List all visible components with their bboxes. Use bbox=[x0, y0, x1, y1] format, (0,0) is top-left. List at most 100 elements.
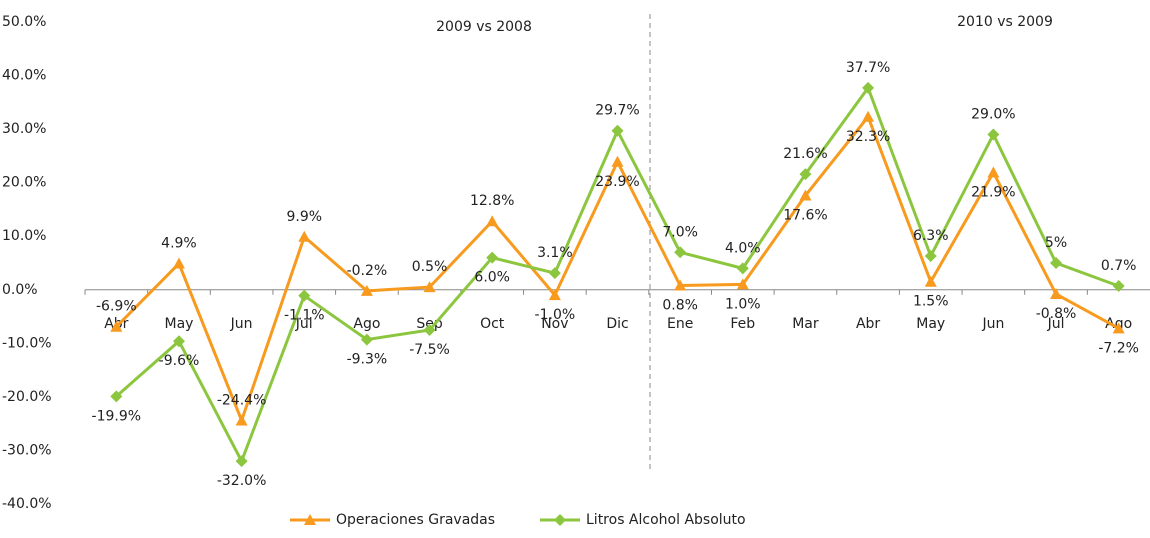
marker bbox=[298, 230, 311, 242]
marker bbox=[987, 166, 1000, 178]
series-line bbox=[115, 84, 1120, 465]
marker bbox=[987, 128, 1000, 141]
data-label: 0.5% bbox=[412, 259, 448, 275]
data-label: 9.9% bbox=[286, 209, 322, 225]
x-tick-label: Jun bbox=[230, 316, 253, 332]
marker bbox=[172, 257, 185, 269]
data-label: -1.1% bbox=[284, 308, 325, 324]
data-label: 1.0% bbox=[725, 296, 761, 312]
marker bbox=[799, 189, 812, 201]
data-label: 29.7% bbox=[595, 103, 639, 119]
marker bbox=[924, 250, 937, 263]
x-tick-label: Abr bbox=[856, 316, 880, 332]
data-label: -0.2% bbox=[347, 263, 388, 279]
data-label: 0.8% bbox=[662, 297, 698, 313]
data-label: 29.0% bbox=[971, 106, 1015, 122]
data-label: 4.9% bbox=[161, 236, 197, 252]
marker bbox=[298, 289, 311, 302]
x-tick-label: Ene bbox=[667, 316, 693, 332]
marker bbox=[110, 390, 123, 403]
y-tick-label: -30.0% bbox=[2, 442, 52, 458]
x-tick-label: Oct bbox=[480, 316, 505, 332]
marker bbox=[924, 275, 937, 287]
y-tick-label: 40.0% bbox=[2, 68, 46, 84]
data-label: -7.5% bbox=[409, 342, 450, 358]
y-tick-label: -40.0% bbox=[2, 496, 52, 512]
marker bbox=[423, 323, 436, 336]
data-label: 4.0% bbox=[725, 240, 761, 256]
marker bbox=[486, 215, 499, 227]
marker bbox=[548, 289, 561, 301]
data-label: 7.0% bbox=[662, 224, 698, 240]
marker bbox=[862, 110, 875, 122]
marker bbox=[304, 514, 316, 525]
data-label: 23.9% bbox=[595, 174, 639, 190]
legend-label: Litros Alcohol Absoluto bbox=[586, 512, 746, 528]
y-tick-label: -10.0% bbox=[2, 335, 52, 351]
marker bbox=[235, 414, 248, 426]
data-label: 21.6% bbox=[783, 146, 827, 162]
marker bbox=[736, 278, 749, 290]
data-label: -19.9% bbox=[92, 408, 142, 424]
x-tick-label: Mar bbox=[792, 316, 819, 332]
marker bbox=[611, 155, 624, 167]
data-label: 3.1% bbox=[537, 245, 573, 261]
data-label: 5% bbox=[1045, 235, 1067, 251]
data-label: -9.3% bbox=[347, 352, 388, 368]
data-label: 1.5% bbox=[913, 294, 949, 310]
marker bbox=[360, 284, 373, 296]
data-label: 0.7% bbox=[1101, 258, 1137, 274]
marker bbox=[1050, 257, 1063, 269]
marker bbox=[423, 281, 436, 293]
data-label: -32.0% bbox=[217, 473, 267, 489]
y-tick-label: 20.0% bbox=[2, 175, 46, 191]
x-tick-label: Feb bbox=[730, 316, 755, 332]
marker bbox=[554, 514, 566, 526]
y-tick-label: -20.0% bbox=[2, 389, 52, 405]
marker bbox=[110, 320, 123, 332]
marker bbox=[799, 168, 812, 181]
data-label: 17.6% bbox=[783, 208, 827, 224]
marker bbox=[235, 455, 248, 468]
y-tick-label: 50.0% bbox=[2, 14, 46, 30]
annotation: 2009 vs 2008 bbox=[436, 19, 532, 35]
marker bbox=[736, 262, 749, 275]
y-tick-label: 30.0% bbox=[2, 121, 46, 137]
data-label: -9.6% bbox=[159, 353, 200, 369]
y-tick-label: 0.0% bbox=[2, 282, 38, 298]
marker bbox=[1112, 280, 1125, 293]
marker bbox=[1050, 288, 1063, 300]
data-label: -24.4% bbox=[217, 392, 267, 408]
x-tick-label: Jul bbox=[1047, 316, 1065, 332]
x-tick-label: Sep bbox=[416, 316, 443, 332]
marker bbox=[674, 246, 687, 259]
marker bbox=[1112, 322, 1125, 334]
marker bbox=[360, 333, 373, 346]
data-label: 6.3% bbox=[913, 228, 949, 244]
data-label: 37.7% bbox=[846, 60, 890, 76]
data-label: -0.8% bbox=[1036, 306, 1077, 322]
marker bbox=[486, 251, 499, 264]
data-label: 32.3% bbox=[846, 129, 890, 145]
data-label: -1.0% bbox=[535, 307, 576, 323]
x-tick-label: May bbox=[164, 316, 193, 332]
x-tick-label: Dic bbox=[606, 316, 628, 332]
marker bbox=[172, 335, 185, 348]
x-tick-label: Jul bbox=[295, 316, 313, 332]
data-label: 21.9% bbox=[971, 184, 1015, 200]
data-label: -7.2% bbox=[1098, 340, 1139, 356]
y-tick-label: 10.0% bbox=[2, 228, 46, 244]
marker bbox=[611, 124, 624, 137]
x-tick-label: Jun bbox=[981, 316, 1004, 332]
data-label: 6.0% bbox=[474, 270, 510, 286]
data-label: 12.8% bbox=[470, 193, 514, 209]
x-tick-label: Nov bbox=[541, 316, 568, 332]
x-tick-label: Ago bbox=[353, 316, 380, 332]
marker bbox=[674, 279, 687, 291]
marker bbox=[548, 267, 561, 280]
legend-label: Operaciones Gravadas bbox=[336, 512, 495, 528]
data-label: -6.9% bbox=[96, 299, 137, 315]
x-tick-label: May bbox=[916, 316, 945, 332]
annotation: 2010 vs 2009 bbox=[957, 14, 1053, 30]
